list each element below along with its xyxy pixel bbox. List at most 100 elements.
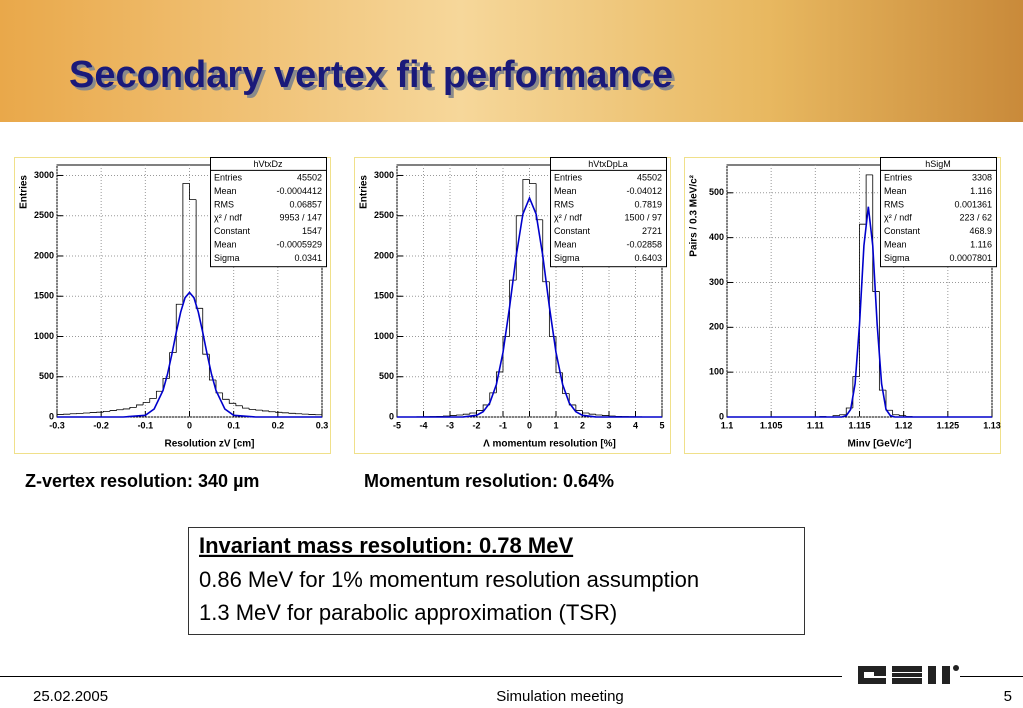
stats-label: Constant [214,226,251,236]
histogram-bin [456,414,464,416]
x-tick-label: 5 [659,420,664,430]
stats-value: 0.06857 [289,199,322,209]
x-tick-label: 1.12 [895,420,913,430]
y-tick-label: 2000 [374,250,394,260]
histogram-bin [149,398,157,403]
histogram-bin [562,372,570,395]
y-tick-label: 2000 [34,250,54,260]
histogram-bin [189,183,197,201]
x-tick-label: 0.2 [272,420,285,430]
stats-label: Sigma [214,253,240,263]
histogram-bin [215,379,223,394]
stats-value: 468.9 [969,226,992,236]
x-axis-label: Resolution zV [cm] [164,439,254,450]
x-tick-label: 0 [187,420,192,430]
histogram-bin [116,409,124,411]
y-axis-label: Pairs / 0.3 MeV/c² [689,174,700,256]
x-tick-label: 1.115 [848,420,870,430]
histogram-bin [129,406,137,409]
x-tick-label: 0 [527,420,532,430]
stats-value: 1500 / 97 [624,213,662,223]
stats-value: 223 / 62 [959,213,992,223]
stats-value: 0.0007801 [949,253,992,263]
stats-value: 0.001361 [954,199,992,209]
stats-value: 1.116 [970,186,992,196]
histogram-bin [248,408,256,410]
histogram-bin [182,183,190,305]
stats-value: 45502 [637,172,662,182]
histogram-bin [162,377,170,392]
histogram-bin [122,408,130,410]
histogram-bin [462,413,470,415]
stats-label: Mean [214,186,237,196]
stats-label: Mean [554,186,577,196]
histogram-bin [136,404,144,408]
y-tick-label: 1000 [374,331,394,341]
histogram-bin [529,179,537,184]
stats-value: 1.116 [970,239,992,249]
stats-label: Sigma [884,253,910,263]
histogram-bin [542,219,550,283]
summary-line: 1.3 MeV for parabolic approximation (TSR… [199,600,617,625]
y-tick-label: 1500 [374,291,394,301]
y-tick-label: 400 [709,232,724,242]
x-tick-label: 0.3 [316,420,329,430]
stats-box [880,157,997,268]
title-shadow: Secondary vertex fit performance [72,57,676,99]
fit-curve [727,206,992,418]
stats-label: RMS [884,199,904,209]
caption: Momentum resolution: 0.64% [364,471,614,491]
x-tick-label: 4 [633,420,638,430]
stats-value: -0.04012 [626,186,662,196]
x-tick-label: -0.3 [49,420,65,430]
y-tick-label: 500 [39,371,54,381]
stats-value: -0.0004412 [276,186,322,196]
footer-date: 25.02.2005 [33,688,108,705]
x-tick-label: -4 [419,420,427,430]
stats-label: Mean [884,239,907,249]
histogram-bin [155,390,163,399]
stats-value: -0.02858 [626,239,662,249]
histogram-bin [865,174,873,225]
y-tick-label: 3000 [374,170,394,180]
summary-box [188,527,805,635]
stats-value: -0.0005929 [276,239,322,249]
caption: Z-vertex resolution: 340 µm [25,471,259,491]
stats-value: 45502 [297,172,322,182]
y-tick-label: 500 [379,371,394,381]
stats-box [550,157,667,268]
page-number: 5 [1004,688,1012,705]
y-axis-label: Entries [359,175,370,209]
x-axis-label: Λ momentum resolution [%] [483,439,616,450]
x-tick-label: 1.105 [760,420,783,430]
x-tick-label: -0.2 [93,420,109,430]
footer-meeting: Simulation meeting [496,688,624,705]
stats-label: Mean [554,239,577,249]
y-axis-label: Entries [19,175,30,209]
histogram-bin [582,410,590,414]
histogram-bin [509,279,517,337]
stats-box [210,157,327,268]
y-tick-label: 2500 [34,210,54,220]
header-band [0,0,1023,122]
summary-line: 0.86 MeV for 1% momentum resolution assu… [199,567,699,592]
histogram-bin [588,412,596,415]
stats-label: Entries [554,172,583,182]
histogram-bin [56,414,64,417]
stats-label: Sigma [554,253,580,263]
histogram-bin [535,183,543,221]
histogram-bin [892,410,900,416]
histogram-bin [222,392,230,400]
histogram-bin [275,411,283,413]
histogram-bin [568,393,576,406]
x-tick-label: -0.1 [138,420,154,430]
histogram-bin [102,410,110,413]
histogram-bin [601,414,609,416]
stats-label: Constant [554,226,591,236]
x-tick-label: 1.11 [807,420,824,430]
stats-title: hSigM [925,159,951,169]
x-tick-label: 2 [580,420,585,430]
stats-value: 0.0341 [294,253,322,263]
x-tick-label: -3 [446,420,454,430]
